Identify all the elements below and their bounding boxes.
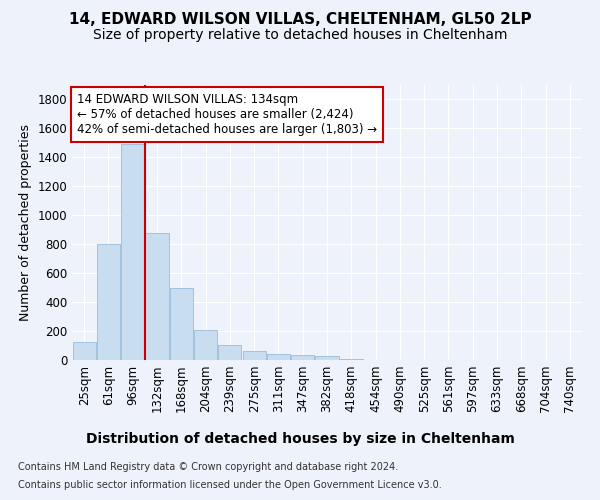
Bar — [291, 355, 314, 360]
Y-axis label: Number of detached properties: Number of detached properties — [19, 124, 32, 321]
Text: 14, EDWARD WILSON VILLAS, CHELTENHAM, GL50 2LP: 14, EDWARD WILSON VILLAS, CHELTENHAM, GL… — [68, 12, 532, 28]
Bar — [242, 350, 266, 360]
Bar — [121, 144, 144, 360]
Bar — [316, 356, 338, 360]
Text: Contains public sector information licensed under the Open Government Licence v3: Contains public sector information licen… — [18, 480, 442, 490]
Text: Size of property relative to detached houses in Cheltenham: Size of property relative to detached ho… — [93, 28, 507, 42]
Bar — [73, 342, 95, 360]
Text: Contains HM Land Registry data © Crown copyright and database right 2024.: Contains HM Land Registry data © Crown c… — [18, 462, 398, 472]
Bar — [267, 354, 290, 360]
Bar — [97, 244, 120, 360]
Bar — [218, 345, 241, 360]
Bar — [170, 288, 193, 360]
Text: Distribution of detached houses by size in Cheltenham: Distribution of detached houses by size … — [86, 432, 514, 446]
Bar — [194, 330, 217, 360]
Bar — [145, 232, 169, 360]
Text: 14 EDWARD WILSON VILLAS: 134sqm
← 57% of detached houses are smaller (2,424)
42%: 14 EDWARD WILSON VILLAS: 134sqm ← 57% of… — [77, 93, 377, 136]
